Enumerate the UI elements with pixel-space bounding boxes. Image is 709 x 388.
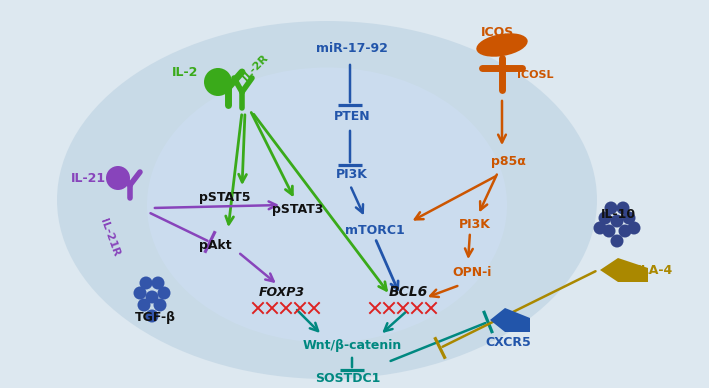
Text: ICOSL: ICOSL bbox=[517, 70, 553, 80]
Text: IL-21: IL-21 bbox=[70, 171, 106, 185]
Polygon shape bbox=[490, 308, 530, 332]
Text: pSTAT5: pSTAT5 bbox=[199, 192, 251, 204]
Circle shape bbox=[610, 234, 623, 248]
Text: p85α: p85α bbox=[491, 156, 525, 168]
Circle shape bbox=[617, 201, 630, 215]
Circle shape bbox=[138, 298, 150, 312]
Ellipse shape bbox=[57, 21, 597, 379]
Circle shape bbox=[598, 211, 611, 225]
Circle shape bbox=[140, 277, 152, 289]
Circle shape bbox=[623, 211, 635, 225]
Text: miR-17-92: miR-17-92 bbox=[316, 42, 388, 54]
Text: PI3K: PI3K bbox=[459, 218, 491, 232]
Circle shape bbox=[618, 225, 632, 237]
Polygon shape bbox=[600, 258, 648, 282]
Text: CTLA-4: CTLA-4 bbox=[623, 263, 673, 277]
Text: IL-10: IL-10 bbox=[601, 208, 635, 222]
Circle shape bbox=[106, 166, 130, 190]
Text: pAkt: pAkt bbox=[199, 239, 231, 251]
Text: CXCR5: CXCR5 bbox=[485, 336, 531, 348]
Text: ICOS: ICOS bbox=[481, 26, 515, 38]
Circle shape bbox=[145, 291, 159, 303]
Circle shape bbox=[593, 222, 606, 234]
Circle shape bbox=[133, 286, 147, 300]
Text: OPN-i: OPN-i bbox=[452, 265, 491, 279]
Ellipse shape bbox=[476, 33, 527, 57]
Text: IL-21R: IL-21R bbox=[99, 218, 121, 258]
Circle shape bbox=[204, 68, 232, 96]
Text: mTORC1: mTORC1 bbox=[345, 223, 405, 237]
Circle shape bbox=[603, 225, 615, 237]
Text: PI3K: PI3K bbox=[336, 168, 368, 182]
Text: IL-2: IL-2 bbox=[172, 66, 199, 78]
Text: PTEN: PTEN bbox=[334, 111, 370, 123]
Circle shape bbox=[152, 277, 164, 289]
Text: SOSTDC1: SOSTDC1 bbox=[316, 371, 381, 385]
Ellipse shape bbox=[147, 68, 507, 343]
Text: TGF-β: TGF-β bbox=[135, 312, 176, 324]
Text: pSTAT3: pSTAT3 bbox=[272, 203, 324, 217]
Circle shape bbox=[157, 286, 170, 300]
Circle shape bbox=[610, 215, 623, 227]
Text: Wnt/β-catenin: Wnt/β-catenin bbox=[302, 338, 401, 352]
Circle shape bbox=[154, 298, 167, 312]
Text: FOXP3: FOXP3 bbox=[259, 286, 305, 298]
Text: BCL6: BCL6 bbox=[389, 285, 428, 299]
Circle shape bbox=[605, 201, 618, 215]
Text: IL-2R: IL-2R bbox=[240, 53, 270, 83]
Circle shape bbox=[627, 222, 640, 234]
Circle shape bbox=[145, 310, 159, 322]
